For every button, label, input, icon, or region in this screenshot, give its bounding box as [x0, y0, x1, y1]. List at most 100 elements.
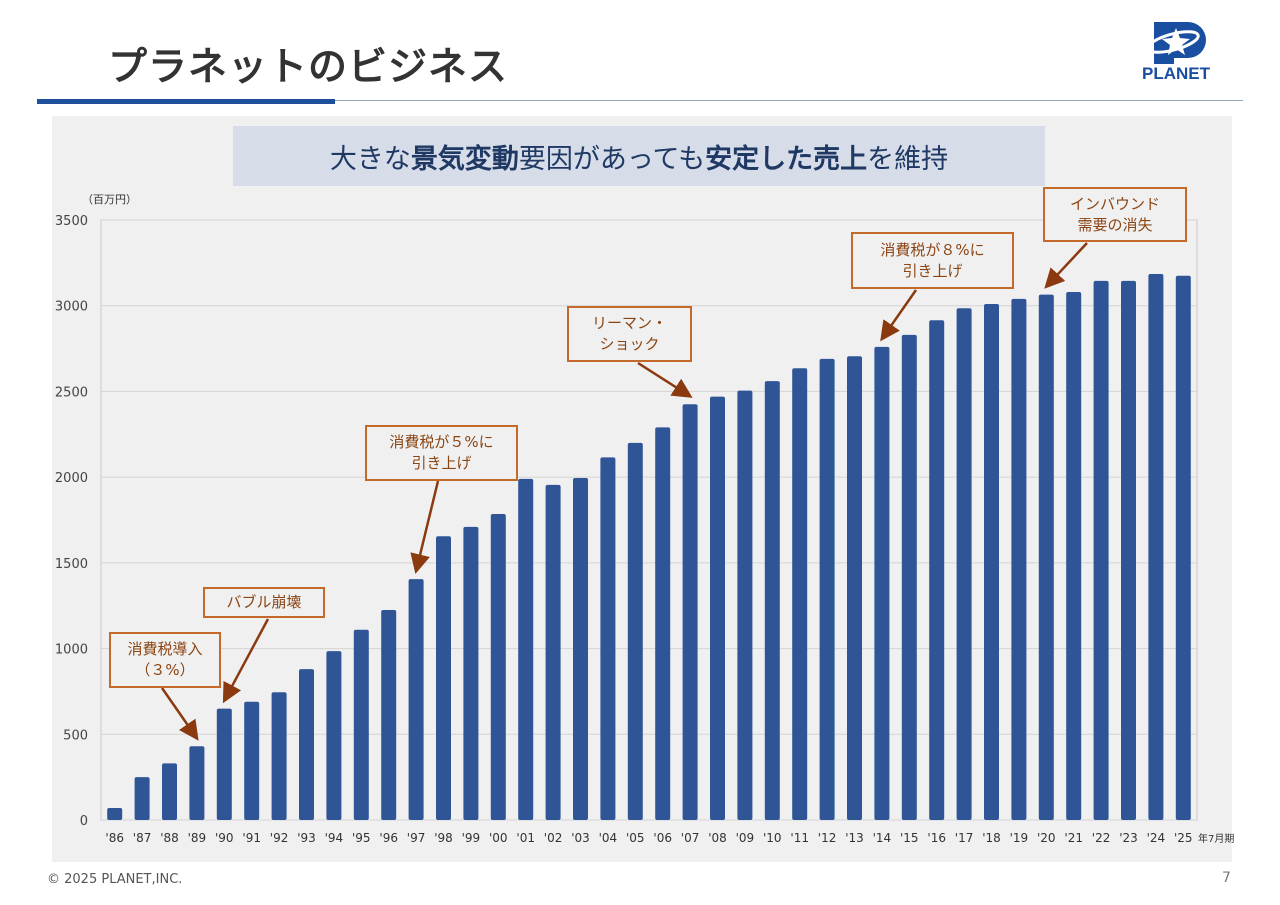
x-tick-label: '04 — [599, 831, 618, 845]
y-tick-label: 1000 — [55, 643, 88, 658]
x-tick-label: '94 — [325, 831, 344, 845]
bar-25 — [1175, 275, 1191, 820]
x-tick-label: '19 — [1010, 831, 1029, 845]
annotation-arrow — [410, 480, 440, 575]
x-tick-label: '98 — [434, 831, 453, 845]
x-tick-label: '09 — [736, 831, 755, 845]
annotation-text: ショック — [599, 335, 660, 353]
bar-14 — [874, 346, 890, 820]
bar-02 — [545, 484, 561, 820]
bar-07 — [682, 404, 698, 820]
x-tick-label: '97 — [407, 831, 426, 845]
x-tick-label: '12 — [818, 831, 837, 845]
bar-13 — [847, 356, 862, 820]
bar-06 — [655, 427, 671, 820]
bar-15 — [901, 334, 917, 820]
bar-23 — [1121, 280, 1136, 820]
page-title: プラネットのビジネス — [108, 45, 509, 90]
annotation-text: 消費税が５%に — [389, 433, 494, 451]
annotation-callout: 消費税が５%に 引き上げ — [365, 425, 518, 481]
annotation-text: バブル崩壊 — [226, 593, 302, 611]
x-tick-label: '25 — [1174, 831, 1193, 845]
bar-97 — [408, 579, 424, 820]
bar-09 — [737, 390, 753, 820]
x-tick-label: '20 — [1037, 831, 1056, 845]
bar-86 — [107, 808, 123, 820]
x-tick-label: '92 — [270, 831, 289, 845]
bar-87 — [134, 777, 150, 820]
copyright: © 2025 PLANET,INC. — [47, 872, 183, 887]
x-tick-label: '87 — [133, 831, 152, 845]
bar-91 — [244, 701, 260, 820]
x-tick-label: '02 — [544, 831, 563, 845]
x-tick-label: '90 — [215, 831, 234, 845]
x-tick-label: '01 — [516, 831, 535, 845]
annotation-arrow — [160, 687, 199, 741]
bar-03 — [573, 478, 588, 820]
x-tick-label: '99 — [462, 831, 481, 845]
x-tick-label: '15 — [900, 831, 919, 845]
bar-11 — [792, 368, 808, 820]
annotation-arrow — [222, 618, 270, 704]
title-divider — [335, 100, 1243, 101]
x-tick-label: '11 — [790, 831, 809, 845]
bar-05 — [627, 442, 643, 820]
x-tick-label: '23 — [1119, 831, 1138, 845]
bar-19 — [1011, 298, 1027, 820]
bar-21 — [1066, 292, 1082, 820]
x-tick-label: '93 — [297, 831, 316, 845]
y-tick-label: 2500 — [55, 385, 88, 400]
annotation-text: リーマン・ — [591, 314, 667, 332]
annotation-arrow — [637, 361, 693, 398]
annotation-text: （３%） — [135, 661, 195, 679]
bar-98 — [436, 536, 451, 820]
bar-92 — [271, 692, 287, 820]
bar-94 — [326, 651, 342, 820]
x-tick-label: '89 — [188, 831, 207, 845]
bar-88 — [162, 763, 177, 820]
x-tick-label: '96 — [379, 831, 398, 845]
y-tick-label: 500 — [63, 728, 88, 743]
x-tick-label: '10 — [763, 831, 782, 845]
bar-90 — [216, 708, 232, 820]
bar-20 — [1038, 294, 1054, 821]
planet-logo-icon — [1146, 22, 1206, 64]
x-tick-label: '13 — [845, 831, 864, 845]
banner-segment: 景気変動 — [410, 143, 519, 175]
x-tick-label: '88 — [160, 831, 179, 845]
annotation-text: インバウンド — [1069, 194, 1160, 213]
x-tick-label: '06 — [653, 831, 672, 845]
bar-00 — [490, 514, 506, 820]
annotation-callout: インバウンド 需要の消失 — [1043, 187, 1187, 242]
annotation-text: 消費税が８%に — [880, 240, 985, 259]
page-number: 7 — [1222, 870, 1231, 886]
logo-text: PLANET — [1142, 64, 1210, 83]
annotation-text: 引き上げ — [411, 454, 472, 472]
y-axis-unit: （百万円） — [82, 193, 137, 206]
x-tick-label: '03 — [571, 831, 590, 845]
banner-segment: を維持 — [867, 143, 949, 175]
bar-18 — [984, 304, 999, 820]
x-tick-label: '14 — [873, 831, 892, 845]
x-tick-label: '16 — [927, 831, 946, 845]
x-tick-label: '86 — [105, 831, 124, 845]
bar-89 — [189, 746, 205, 820]
headline-banner: 大きな 景気変動 要因があっても 安定した売上 を維持 — [233, 126, 1045, 186]
banner-segment: 安定した売上 — [705, 143, 868, 175]
bar-12 — [819, 358, 835, 820]
bar-99 — [463, 526, 479, 820]
bar-08 — [710, 396, 725, 820]
x-tick-label: '17 — [955, 831, 974, 845]
title-accent-line — [37, 99, 335, 104]
bar-10 — [764, 381, 780, 820]
bar-95 — [353, 629, 369, 820]
x-tick-label: '95 — [352, 831, 371, 845]
x-tick-label: '91 — [242, 831, 261, 845]
x-tick-label: '08 — [708, 831, 727, 845]
y-tick-label: 3000 — [55, 300, 88, 315]
x-axis-unit: 年7月期 — [1198, 832, 1234, 845]
annotation-arrow — [880, 289, 918, 342]
bar-16 — [929, 320, 945, 820]
annotation-callout: 消費税導入 （３%） — [109, 632, 221, 688]
